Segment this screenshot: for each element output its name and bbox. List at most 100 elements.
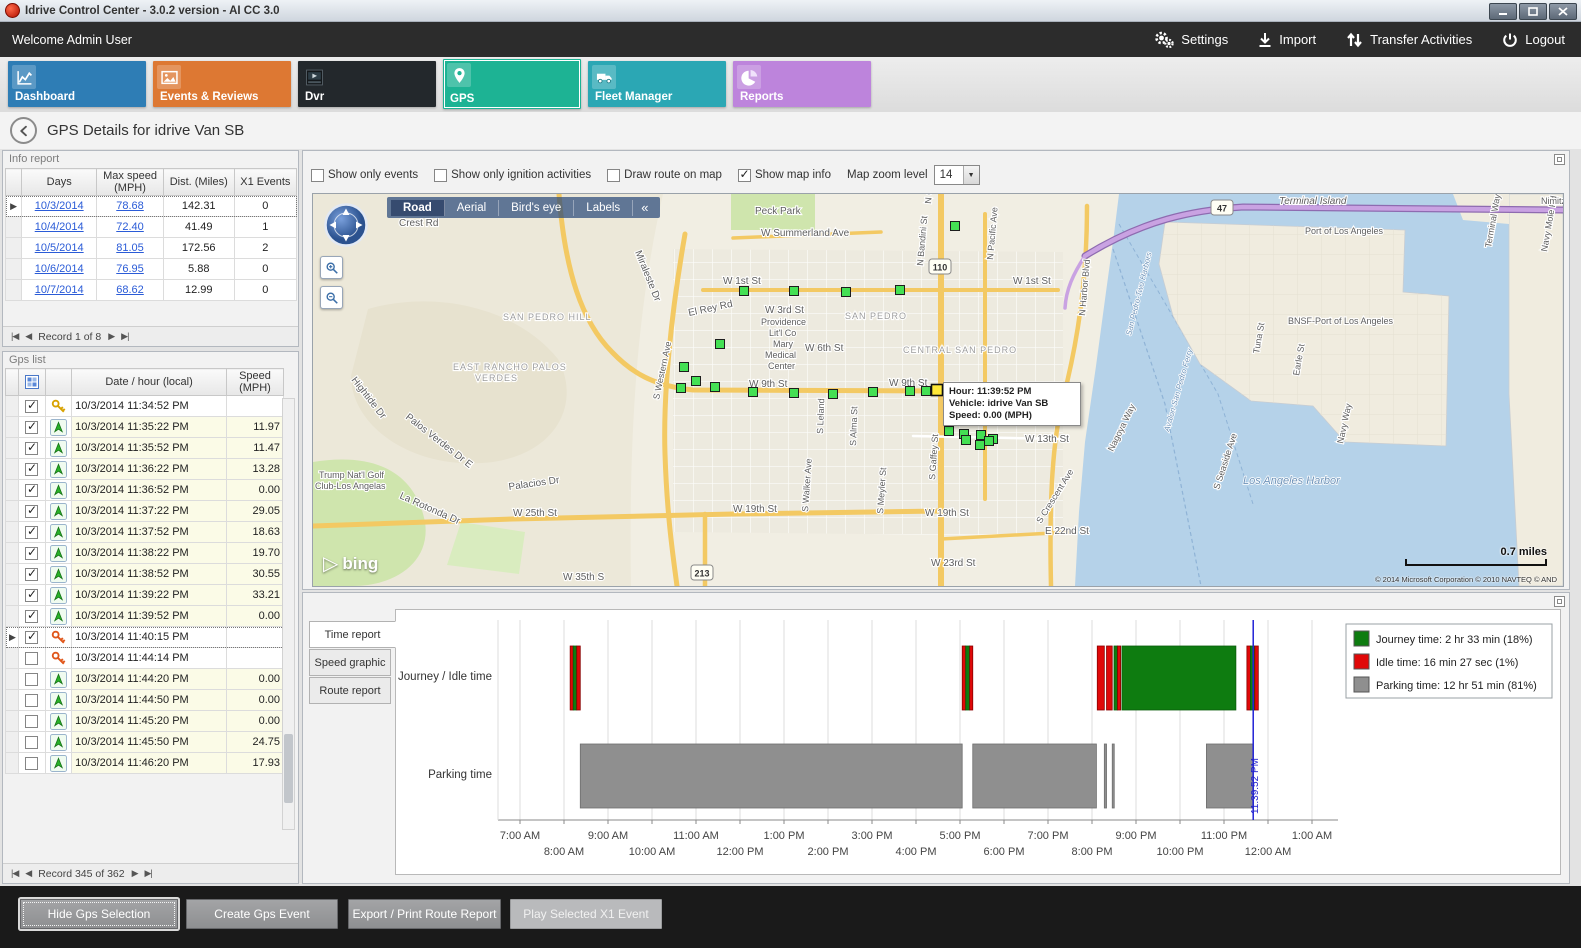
journey-bar[interactable] [1121,645,1237,711]
row-checkbox[interactable] [25,482,39,497]
route-marker[interactable] [715,339,725,349]
map-zoom-select[interactable]: 14 ▼ [933,165,980,185]
idle-bar[interactable] [969,645,974,711]
close-button[interactable] [1549,3,1577,20]
column-header-x1-events[interactable]: X1 Events [233,168,298,196]
settings-button[interactable]: Settings [1154,31,1228,48]
select-all-checkbox[interactable] [18,368,46,396]
checkbox-show-only-events[interactable]: Show only events [311,168,418,182]
route-marker[interactable] [748,387,758,397]
column-header-max-speed-mph[interactable]: Max speed (MPH) [96,168,164,196]
checkbox-box[interactable] [434,168,448,182]
day-link[interactable]: 10/4/2014 [34,221,84,233]
pager-next-button[interactable]: ▶ [131,868,139,878]
parking-bar[interactable] [972,743,1097,809]
info-row[interactable]: 10/4/2014 72.40 41.49 1 [4,216,298,238]
chevron-down-icon[interactable]: ▼ [962,166,979,184]
max-speed-link[interactable]: 72.40 [116,221,144,233]
row-checkbox[interactable] [25,714,39,728]
map-container[interactable]: Crest Rd Peck Park W Summerland Ave Mirales… [312,193,1564,587]
row-checkbox[interactable] [25,461,39,476]
tab-gps[interactable]: GPS [443,59,581,109]
checkbox-box[interactable] [311,168,324,182]
collapse-map-tabs-button[interactable]: « [641,200,649,215]
row-checkbox[interactable] [25,756,39,770]
journey-bar[interactable] [965,645,971,711]
pager-next-button[interactable]: ▶ [108,331,115,341]
map-style-road[interactable]: Road [391,199,445,216]
idle-bar[interactable] [1254,645,1259,711]
selected-route-marker[interactable] [930,383,944,397]
gps-row[interactable]: 10/3/2014 11:44:20 PM 0.00 [4,668,285,690]
row-checkbox[interactable] [25,587,39,602]
route-marker[interactable] [691,376,701,386]
route-marker[interactable] [679,362,689,372]
gps-row[interactable]: 10/3/2014 11:46:20 PM 17.93 [4,752,285,774]
map-zoom-in-button[interactable] [320,256,343,279]
map-style-bird-s-eye[interactable]: Bird's eye [499,199,575,216]
row-checkbox[interactable] [25,440,39,455]
parking-bar[interactable] [1111,743,1115,809]
route-marker[interactable] [868,387,878,397]
route-marker[interactable] [895,285,905,295]
row-checkbox[interactable] [25,398,39,413]
idle-bar[interactable] [569,645,574,711]
route-marker[interactable] [984,436,994,446]
hide-gps-selection-button[interactable]: Hide Gps Selection [20,899,178,929]
route-marker[interactable] [961,435,971,445]
idle-bar[interactable] [1246,645,1251,711]
route-marker[interactable] [789,388,799,398]
route-marker[interactable] [789,286,799,296]
column-header-date-hour[interactable]: Date / hour (local) [71,368,227,396]
max-speed-link[interactable]: 76.95 [116,263,144,275]
route-marker[interactable] [739,286,749,296]
row-checkbox[interactable] [25,672,39,686]
row-checkbox[interactable] [25,545,39,560]
pager-last-button[interactable]: ▶| [144,868,153,878]
pager-first-button[interactable]: |◀ [11,868,19,878]
route-marker[interactable] [710,382,720,392]
create-gps-event-button[interactable]: Create Gps Event [186,899,338,929]
day-link[interactable]: 10/6/2014 [34,263,84,275]
idle-bar[interactable] [1117,645,1122,711]
journey-bar[interactable] [1113,645,1118,711]
minimize-button[interactable] [1489,3,1517,20]
route-marker[interactable] [921,386,931,396]
max-speed-link[interactable]: 68.62 [116,284,144,296]
map-style-labels[interactable]: Labels [574,199,634,216]
row-checkbox[interactable] [25,693,39,707]
back-button[interactable] [10,117,37,144]
route-marker[interactable] [975,440,985,450]
route-marker[interactable] [976,430,986,440]
row-checkbox[interactable] [25,608,39,623]
gps-row[interactable]: 10/3/2014 11:36:52 PM0.00 [4,479,285,501]
transfer-activities-button[interactable]: Transfer Activities [1346,32,1472,48]
row-checkbox[interactable] [25,566,39,581]
tab-time-report[interactable]: Time report [309,621,396,648]
column-header-dist-miles[interactable]: Dist. (Miles) [162,168,235,196]
gps-row[interactable]: 10/3/2014 11:39:52 PM0.00 [4,605,285,627]
tab-dashboard[interactable]: Dashboard [8,61,146,107]
day-link[interactable]: 10/7/2014 [34,284,84,296]
tab-reports[interactable]: Reports [733,61,871,107]
parking-bar[interactable] [579,743,963,809]
maximize-button[interactable] [1519,3,1547,20]
idle-bar[interactable] [961,645,967,711]
column-header-days[interactable]: Days [21,168,98,196]
gps-row[interactable]: 10/3/2014 11:45:20 PM 0.00 [4,710,285,732]
tab-route-report[interactable]: Route report [309,677,391,704]
checkbox-draw-route-on-map[interactable]: Draw route on map [607,168,722,182]
pager-last-button[interactable]: ▶| [121,331,129,341]
tab-dvr[interactable]: Dvr [298,61,436,107]
gps-list-scrollbar[interactable] [282,398,295,830]
idle-bar[interactable] [1096,645,1105,711]
checkbox-show-only-ignition-activities[interactable]: Show only ignition activities [434,168,591,182]
day-link[interactable]: 10/5/2014 [34,242,84,254]
gps-row[interactable]: 10/3/2014 11:34:52 PM [4,395,285,417]
